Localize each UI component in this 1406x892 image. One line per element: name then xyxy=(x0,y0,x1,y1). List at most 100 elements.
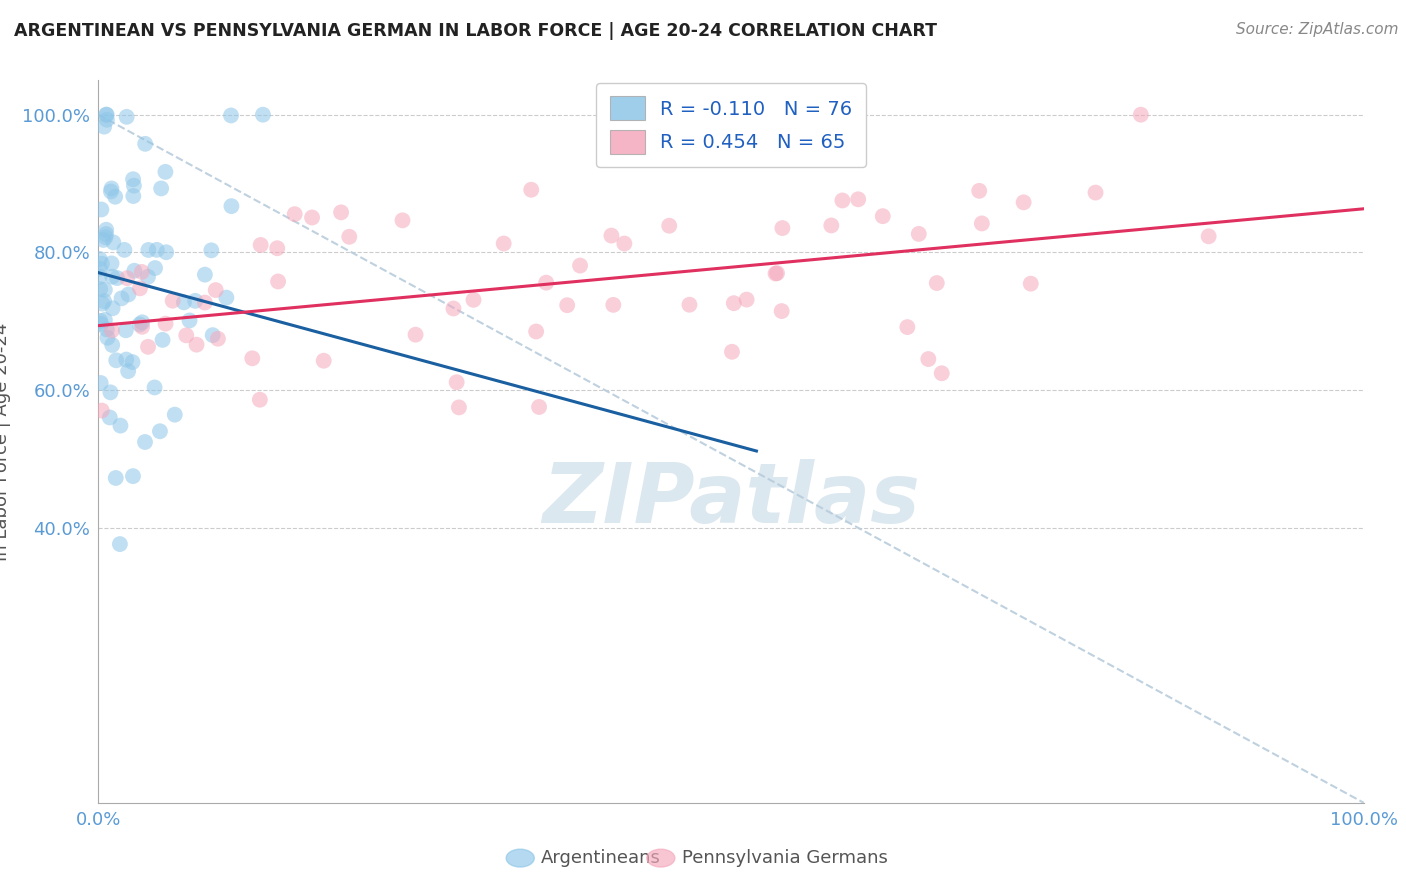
Point xyxy=(96,331,118,345)
Point xyxy=(301,211,323,225)
Point xyxy=(174,328,197,343)
Point xyxy=(931,366,953,380)
Point xyxy=(149,424,172,438)
Point xyxy=(896,320,918,334)
Point xyxy=(162,293,184,308)
Point xyxy=(1129,108,1152,122)
Point xyxy=(96,322,118,336)
Point xyxy=(492,236,515,251)
Point xyxy=(104,190,127,204)
Point xyxy=(100,385,122,400)
Point xyxy=(93,233,115,247)
Point xyxy=(201,328,224,343)
Point xyxy=(249,392,271,407)
Point xyxy=(330,205,353,219)
Point xyxy=(134,435,156,450)
Point xyxy=(831,194,853,208)
Point xyxy=(94,108,117,122)
Point xyxy=(267,275,290,289)
Point xyxy=(765,267,787,281)
Point xyxy=(101,338,124,352)
Point xyxy=(98,410,121,425)
Point xyxy=(186,337,208,351)
Point xyxy=(1012,195,1035,210)
Point xyxy=(150,181,173,195)
Point xyxy=(219,108,242,122)
Point xyxy=(155,317,177,331)
Point xyxy=(284,207,307,221)
Point xyxy=(970,216,993,230)
Point xyxy=(146,243,169,257)
Point xyxy=(766,266,789,280)
Point xyxy=(94,230,117,244)
Point xyxy=(770,304,793,318)
Point xyxy=(967,184,990,198)
Point xyxy=(1198,229,1220,244)
Y-axis label: In Labor Force | Age 20-24: In Labor Force | Age 20-24 xyxy=(0,322,11,561)
Point xyxy=(96,108,118,122)
Point xyxy=(405,327,427,342)
Point xyxy=(602,298,624,312)
Point xyxy=(112,243,135,257)
Text: ZIPatlas: ZIPatlas xyxy=(543,458,920,540)
Point xyxy=(129,281,152,295)
Point xyxy=(94,283,117,297)
Point xyxy=(94,227,117,241)
Point xyxy=(101,269,124,284)
Point xyxy=(194,295,217,310)
Point xyxy=(723,296,745,310)
Point xyxy=(131,319,153,334)
Point xyxy=(266,241,288,255)
Point xyxy=(735,293,758,307)
Point xyxy=(240,351,263,366)
Point xyxy=(658,219,681,233)
Text: Pennsylvania Germans: Pennsylvania Germans xyxy=(682,849,887,867)
Point xyxy=(90,376,112,390)
Point xyxy=(93,294,115,309)
Point xyxy=(117,287,139,301)
Point xyxy=(89,314,111,328)
Point xyxy=(131,265,153,279)
Point xyxy=(91,257,114,271)
Point xyxy=(163,408,186,422)
Point xyxy=(200,244,222,258)
Point xyxy=(184,293,207,308)
Point xyxy=(678,298,700,312)
Point xyxy=(121,355,143,369)
Point xyxy=(907,227,929,241)
Point xyxy=(96,112,118,127)
Point xyxy=(443,301,465,316)
Point xyxy=(527,400,550,414)
Point xyxy=(820,219,842,233)
Point xyxy=(122,178,145,193)
Point xyxy=(613,236,636,251)
Point xyxy=(194,268,217,282)
Point xyxy=(131,315,153,329)
Point xyxy=(110,418,132,433)
Point xyxy=(152,333,174,347)
Point xyxy=(155,245,177,260)
Point xyxy=(136,269,159,284)
Point xyxy=(179,313,201,327)
Point xyxy=(115,352,138,367)
Point xyxy=(115,110,138,124)
Point xyxy=(91,296,114,310)
Point xyxy=(721,344,744,359)
Point xyxy=(117,364,139,378)
Point xyxy=(143,261,166,276)
Point xyxy=(122,469,145,483)
Point xyxy=(100,181,122,195)
Point xyxy=(770,221,793,235)
Point xyxy=(90,317,112,331)
Point xyxy=(90,202,112,217)
Point xyxy=(103,235,125,250)
Point xyxy=(520,183,543,197)
Point xyxy=(101,301,124,316)
Legend: R = -0.110   N = 76, R = 0.454   N = 65: R = -0.110 N = 76, R = 0.454 N = 65 xyxy=(596,83,866,167)
Point xyxy=(312,353,335,368)
Point xyxy=(600,228,623,243)
Point xyxy=(204,283,226,297)
Point xyxy=(447,401,470,415)
Point xyxy=(925,276,948,290)
Point xyxy=(249,238,271,252)
